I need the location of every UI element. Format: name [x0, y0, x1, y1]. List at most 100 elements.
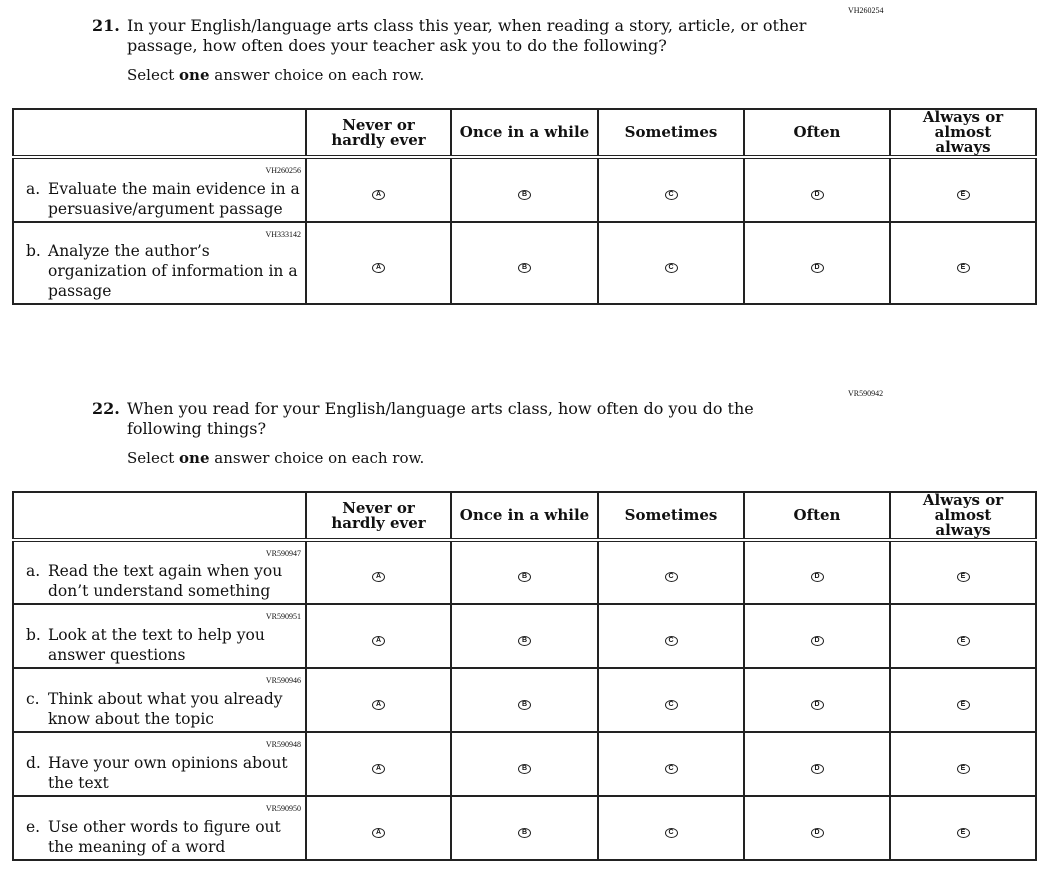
- row-code: VH333142: [265, 230, 301, 239]
- row-label: VR590951 b. Look at the text to help you a…: [12, 603, 307, 669]
- answer-cell: C: [597, 539, 745, 605]
- answer-cell: A: [305, 731, 452, 797]
- row-label: VR590946 c. Think about what you already k…: [12, 667, 307, 733]
- row-letter: d.: [26, 754, 41, 772]
- answer-bubble-a[interactable]: A: [372, 635, 385, 646]
- question-number: 21.: [92, 16, 120, 35]
- answer-bubble-a[interactable]: A: [372, 763, 385, 774]
- answer-bubble-b[interactable]: B: [518, 189, 531, 200]
- row-text: Have your own opinions about the text: [48, 754, 288, 792]
- instruction-text: Select: [127, 66, 180, 84]
- row-letter: a.: [26, 180, 41, 198]
- answer-cell: C: [597, 156, 745, 223]
- answer-cell: D: [743, 603, 891, 669]
- answer-bubble-d[interactable]: D: [810, 262, 824, 273]
- answer-cell: C: [597, 603, 745, 669]
- answer-cell: C: [597, 221, 745, 305]
- answer-cell: E: [889, 221, 1037, 305]
- answer-bubble-b[interactable]: B: [518, 572, 531, 582]
- answer-bubble-c[interactable]: C: [664, 189, 678, 200]
- column-header: Once in a while: [450, 108, 599, 159]
- answer-cell: E: [889, 539, 1037, 605]
- instruction-text: answer choice on each row.: [209, 449, 425, 467]
- answer-bubble-c[interactable]: C: [664, 763, 678, 774]
- answer-bubble-e[interactable]: E: [956, 635, 970, 646]
- answer-bubble-a[interactable]: A: [372, 189, 385, 200]
- answer-bubble-e[interactable]: E: [956, 262, 970, 273]
- answer-bubble-e[interactable]: E: [956, 572, 970, 582]
- answer-bubble-b[interactable]: B: [518, 763, 531, 774]
- column-header: Often: [743, 491, 891, 542]
- column-header: Sometimes: [597, 108, 745, 159]
- answer-bubble-c[interactable]: C: [664, 827, 678, 838]
- answer-bubble-d[interactable]: D: [810, 635, 824, 646]
- answer-bubble-b[interactable]: B: [518, 827, 531, 838]
- row-text: Evaluate the main evidence in a persuasi…: [48, 180, 300, 218]
- answer-cell: B: [450, 156, 599, 223]
- answer-bubble-e[interactable]: E: [956, 763, 970, 774]
- answer-cell: B: [450, 667, 599, 733]
- answer-bubble-e[interactable]: E: [956, 699, 970, 710]
- answer-bubble-a[interactable]: A: [372, 699, 385, 710]
- answer-bubble-b[interactable]: B: [518, 635, 531, 646]
- answer-bubble-c[interactable]: C: [664, 572, 678, 582]
- answer-cell: B: [450, 795, 599, 861]
- answer-bubble-e[interactable]: E: [956, 189, 970, 200]
- row-label: VR590947 a. Read the text again when you d…: [12, 539, 307, 605]
- answer-bubble-c[interactable]: C: [664, 699, 678, 710]
- answer-bubble-b[interactable]: B: [518, 699, 531, 710]
- header-row: Never or hardly ever Once in a while Somet…: [12, 108, 1037, 159]
- answer-bubble-c[interactable]: C: [664, 262, 678, 273]
- row-text: Analyze the author’s organization of inf…: [48, 242, 298, 300]
- table-row: VR590950 e. Use other words to figure out …: [12, 795, 1037, 861]
- answer-bubble-b[interactable]: B: [518, 262, 531, 273]
- instruction-text: answer choice on each row.: [209, 66, 425, 84]
- answer-cell: E: [889, 731, 1037, 797]
- answer-bubble-a[interactable]: A: [372, 262, 385, 273]
- answer-bubble-d[interactable]: D: [810, 763, 824, 774]
- answer-cell: A: [305, 667, 452, 733]
- question-number: 22.: [92, 399, 120, 418]
- answer-bubble-d[interactable]: D: [810, 699, 824, 710]
- question-text: When you read for your English/language …: [127, 399, 754, 438]
- column-header: Always or almost always: [889, 491, 1037, 542]
- instruction-emphasis: one: [179, 449, 210, 467]
- answer-cell: D: [743, 156, 891, 223]
- answer-cell: C: [597, 731, 745, 797]
- row-code: VR590948: [265, 740, 301, 749]
- row-label: VR590950 e. Use other words to figure out …: [12, 795, 307, 861]
- row-letter: c.: [26, 690, 40, 708]
- row-code: VR590946: [265, 676, 301, 685]
- answer-cell: D: [743, 667, 891, 733]
- column-header: Once in a while: [450, 491, 599, 542]
- column-header: Never or hardly ever: [305, 491, 452, 542]
- answer-cell: A: [305, 156, 452, 223]
- question-text: In your English/language arts class this…: [127, 16, 807, 55]
- answer-cell: E: [889, 795, 1037, 861]
- column-header: Never or hardly ever: [305, 108, 452, 159]
- answer-bubble-d[interactable]: D: [810, 189, 824, 200]
- answer-bubble-e[interactable]: E: [956, 827, 970, 838]
- answer-cell: E: [889, 603, 1037, 669]
- instruction-text: Select: [127, 449, 180, 467]
- answer-cell: D: [743, 221, 891, 305]
- column-header: Sometimes: [597, 491, 745, 542]
- header-blank: [12, 491, 307, 542]
- answer-bubble-d[interactable]: D: [810, 827, 824, 838]
- answer-bubble-a[interactable]: A: [372, 827, 385, 838]
- answer-bubble-c[interactable]: C: [664, 635, 678, 646]
- answer-cell: C: [597, 667, 745, 733]
- answer-cell: A: [305, 795, 452, 861]
- answer-bubble-a[interactable]: A: [372, 572, 385, 582]
- instruction-emphasis: one: [179, 66, 210, 84]
- row-label: VH333142 b. Analyze the author’s organizat…: [12, 221, 307, 305]
- row-label: VH260256 a. Evaluate the main evidence in …: [12, 156, 307, 223]
- table-row: VR590946 c. Think about what you already k…: [12, 667, 1037, 733]
- answer-cell: B: [450, 221, 599, 305]
- column-header: Always or almost always: [889, 108, 1037, 159]
- answer-grid: Never or hardly ever Once in a while Somet…: [12, 491, 1037, 861]
- row-text: Think about what you already know about …: [48, 690, 283, 728]
- answer-cell: D: [743, 795, 891, 861]
- table-row: VH333142 b. Analyze the author’s organizat…: [12, 221, 1037, 305]
- answer-bubble-d[interactable]: D: [810, 572, 824, 582]
